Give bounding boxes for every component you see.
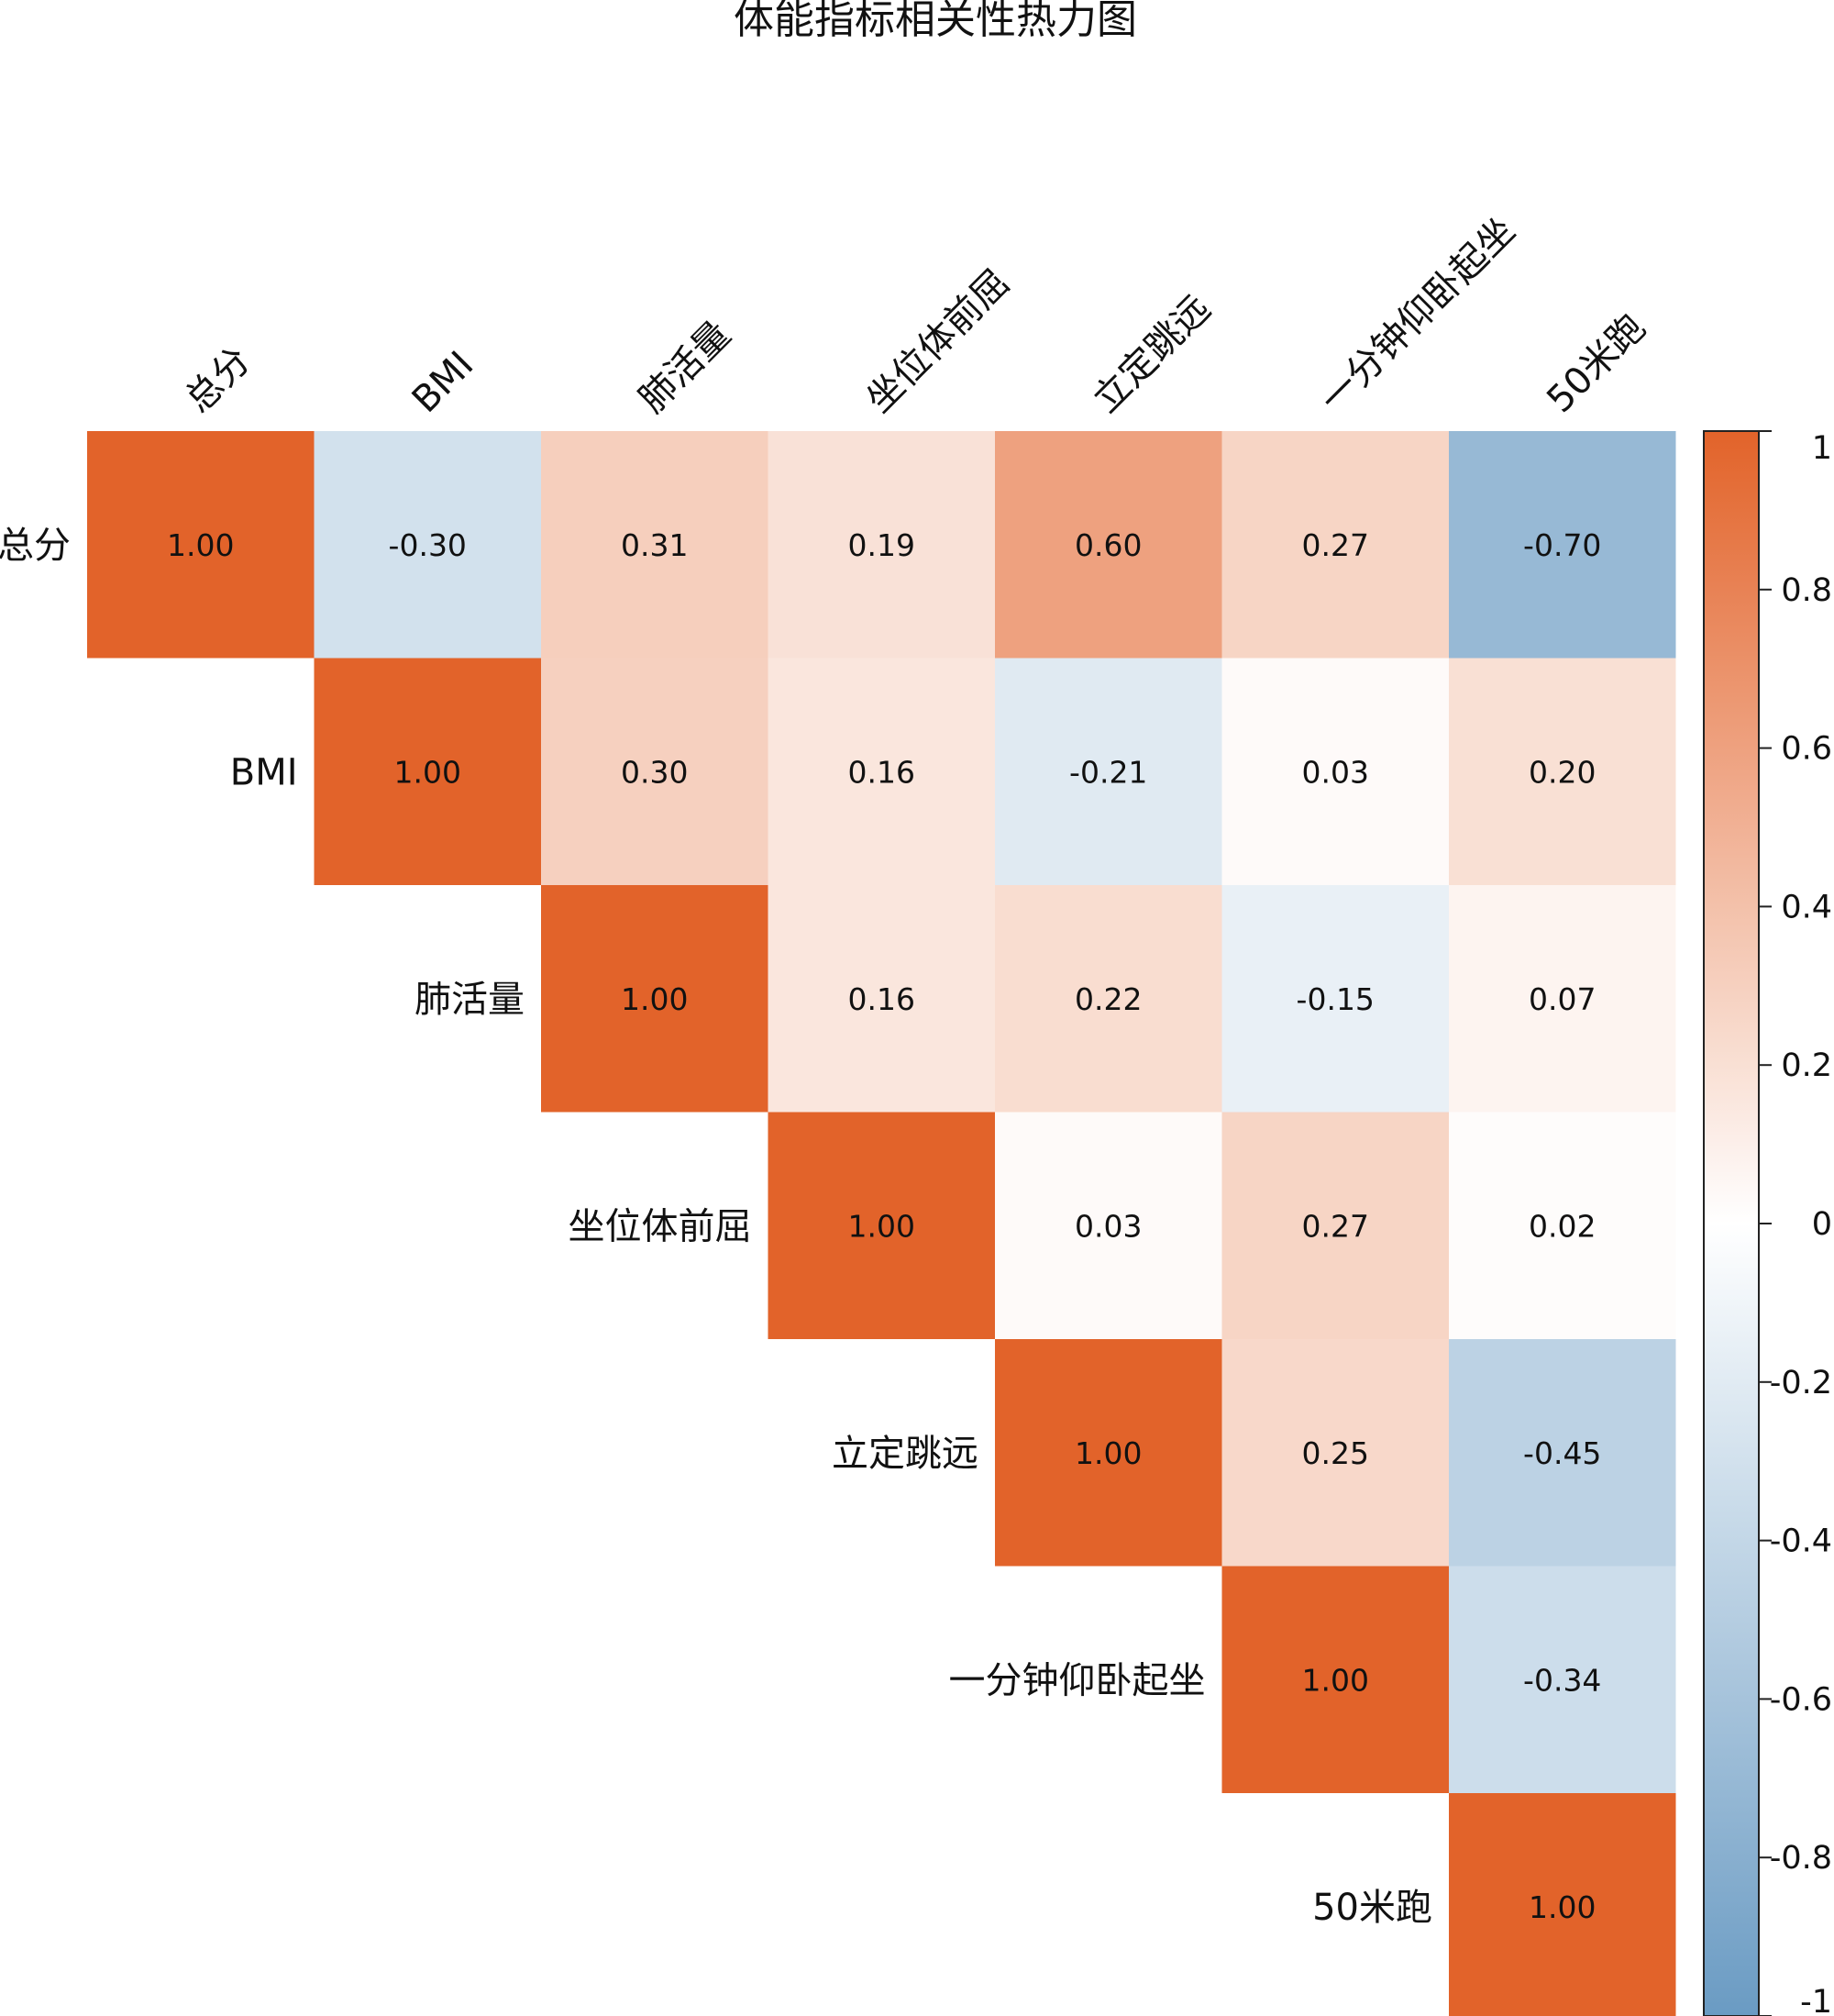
cell-value-3-6: 0.02 [1529,1208,1596,1244]
cell-value-2-2: 1.00 [621,981,688,1017]
cell-value-1-3: 0.16 [848,754,915,790]
cell-value-4-5: 0.25 [1302,1435,1369,1471]
heatmap-cell-1-1 [314,658,541,885]
colorbar: 1 0.8 0.6 0.4 0.2 0 -0.2 -0.4 -0.6 -0.8 -1 [1703,430,1832,2016]
colorbar-tick-label-6: -0.2 [1770,1365,1832,1401]
cell-value-2-3: 0.16 [848,981,915,1017]
colorbar-tick-label-5: 0 [1812,1206,1832,1243]
heatmap-cell-2-6 [1449,885,1676,1113]
colorbar-tick-label-7: -0.4 [1770,1523,1832,1560]
heatmap-cell-2-3 [768,885,995,1113]
cell-value-1-6: 0.20 [1529,754,1596,790]
column-header-3: 坐位体前屈 [858,261,1018,421]
row-header-0: 总分 [0,525,71,567]
cell-value-0-2: 0.31 [621,527,688,563]
heatmap-cell-1-5 [1221,658,1449,885]
heatmap-cell-1-3 [768,658,995,885]
cell-value-4-6: -0.45 [1523,1435,1601,1471]
heatmap-cell-2-2 [541,885,768,1113]
column-header-1: BMI [404,343,482,421]
column-header-2: 肺活量 [631,314,738,421]
colorbar-tick-label-4: 0.2 [1781,1047,1832,1084]
cell-value-3-5: 0.27 [1302,1208,1369,1244]
row-header-4: 立定跳远 [832,1433,978,1475]
chart-title: 体能指标相关性热力图 [734,0,1137,43]
column-headers: 总分 BMI 肺活量 坐位体前屈 立定跳远 一分钟仰卧起坐 50米跑 [177,210,1653,422]
heatmap-cell-3-3 [768,1112,995,1339]
cell-value-0-0: 1.00 [167,527,234,563]
cell-value-2-4: 0.22 [1075,981,1142,1017]
heatmap-cell-1-2 [541,658,768,885]
cell-value-3-3: 1.00 [848,1208,915,1244]
colorbar-tick-label-8: -0.6 [1770,1681,1832,1718]
cell-value-2-6: 0.07 [1529,981,1596,1017]
heatmap-cell-4-6 [1449,1339,1676,1567]
colorbar-tick-label-1: 0.8 [1781,572,1832,609]
heatmap-cell-0-4 [995,431,1222,659]
heatmap-cell-3-4 [995,1112,1222,1339]
heatmap-cell-0-6 [1449,431,1676,659]
heatmap-cell-0-5 [1221,431,1449,659]
cell-value-1-4: -0.21 [1069,754,1147,790]
cell-value-1-1: 1.00 [394,754,461,790]
row-header-5: 一分钟仰卧起坐 [949,1659,1206,1701]
column-header-6: 50米跑 [1539,306,1653,421]
heatmap-cells: 1.00 -0.30 0.31 0.19 0.60 0.27 -0.70 1.00 0.30 0.… [87,431,1676,2016]
cell-value-5-6: -0.34 [1523,1662,1601,1698]
heatmap-cell-0-0 [87,431,315,659]
cell-value-3-4: 0.03 [1075,1208,1142,1244]
row-header-3: 坐位体前屈 [569,1205,752,1247]
cell-value-0-3: 0.19 [848,527,915,563]
colorbar-tick-label-0: 1 [1812,430,1832,467]
heatmap-cell-6-6 [1449,1793,1676,2016]
colorbar-tick-label-2: 0.6 [1781,731,1832,768]
heatmap-cell-3-6 [1449,1112,1676,1339]
heatmap-cell-2-4 [995,885,1222,1113]
cell-value-1-5: 0.03 [1302,754,1369,790]
column-header-4: 立定跳远 [1085,287,1219,421]
cell-value-0-5: 0.27 [1302,527,1369,563]
colorbar-tick-label-9: -0.8 [1770,1840,1832,1877]
row-header-2: 肺活量 [414,979,525,1021]
colorbar-tick-label-10: -1 [1800,1984,1832,2016]
colorbar-tick-label-3: 0.4 [1781,889,1832,925]
row-header-6: 50米跑 [1312,1887,1432,1929]
cell-value-0-6: -0.70 [1523,527,1601,563]
cell-value-5-5: 1.00 [1302,1662,1369,1698]
heatmap-cell-0-3 [768,431,995,659]
heatmap-cell-3-5 [1221,1112,1449,1339]
cell-value-0-1: -0.30 [389,527,467,563]
cell-value-4-4: 1.00 [1075,1435,1142,1471]
row-header-1: BMI [230,751,298,793]
cell-value-1-2: 0.30 [621,754,688,790]
heatmap-cell-5-5 [1221,1566,1449,1793]
column-header-5: 一分钟仰卧起坐 [1312,210,1524,422]
heatmap-cell-4-4 [995,1339,1222,1567]
heatmap-cell-0-2 [541,431,768,659]
cell-value-6-6: 1.00 [1529,1889,1596,1925]
column-header-0: 总分 [177,339,259,421]
cell-value-2-5: -0.15 [1297,981,1375,1017]
heatmap-cell-1-4 [995,658,1222,885]
heatmap-cell-5-6 [1449,1566,1676,1793]
colorbar-gradient [1703,430,1760,2016]
cell-value-0-4: 0.60 [1075,527,1142,563]
heatmap-cell-0-1 [314,431,541,659]
heatmap-cell-2-5 [1221,885,1449,1113]
colorbar-ticks: 1 0.8 0.6 0.4 0.2 0 -0.2 -0.4 -0.6 -0.8 -1 [1759,430,1832,2016]
heatmap-cell-4-5 [1221,1339,1449,1567]
heatmap-cell-1-6 [1449,658,1676,885]
